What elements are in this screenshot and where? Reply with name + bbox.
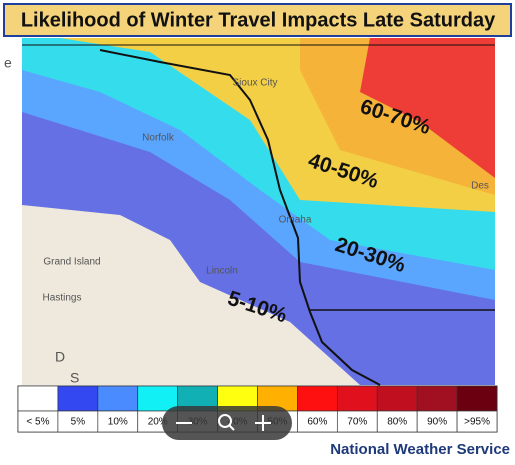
legend-label: < 5%: [26, 417, 49, 428]
legend-cell: [456, 410, 498, 433]
legend-label: 90%: [427, 417, 447, 428]
map-fragment: S: [70, 370, 79, 386]
legend-swatch: [376, 385, 418, 412]
legend-label: 10%: [108, 417, 128, 428]
place-label: Grand Island: [43, 257, 100, 268]
place-label: Norfolk: [142, 133, 175, 144]
zoom-icon[interactable]: [218, 414, 232, 428]
legend-swatch: [416, 385, 458, 412]
legend-swatch: [297, 385, 338, 412]
place-label: Hastings: [43, 293, 82, 304]
state-border: [99, 49, 381, 386]
place-label: Sioux City: [232, 78, 277, 89]
map-fragment: D: [55, 349, 65, 365]
place-label: Omaha: [279, 215, 312, 226]
zoom-pill: [162, 406, 292, 440]
legend-swatch: [97, 385, 139, 412]
footer: National Weather Service: [330, 441, 510, 458]
zoom-in[interactable]: [255, 415, 271, 431]
legend-swatch: [137, 385, 179, 412]
map: [22, 38, 495, 386]
zoom-control[interactable]: [162, 406, 292, 440]
legend-label: 80%: [387, 417, 407, 428]
map-fragment: e: [4, 55, 12, 71]
legend-label: 20%: [148, 417, 168, 428]
legend-label: 70%: [347, 417, 367, 428]
title-bar: [3, 3, 512, 37]
legend-swatch: [336, 385, 378, 412]
legend-label: 60%: [307, 417, 327, 428]
title: Likelihood of Winter Travel Impacts Late…: [21, 9, 496, 31]
place-label: Des: [471, 181, 489, 192]
legend-label: 5%: [71, 417, 86, 428]
zoom-icon-handle: [228, 424, 235, 431]
legend-label: >95%: [464, 417, 490, 428]
legend-swatch: [17, 385, 59, 412]
legend-swatch: [456, 385, 498, 412]
place-label: Lincoln: [206, 266, 238, 277]
band-60: [360, 38, 495, 178]
legend-swatch: [57, 385, 99, 412]
